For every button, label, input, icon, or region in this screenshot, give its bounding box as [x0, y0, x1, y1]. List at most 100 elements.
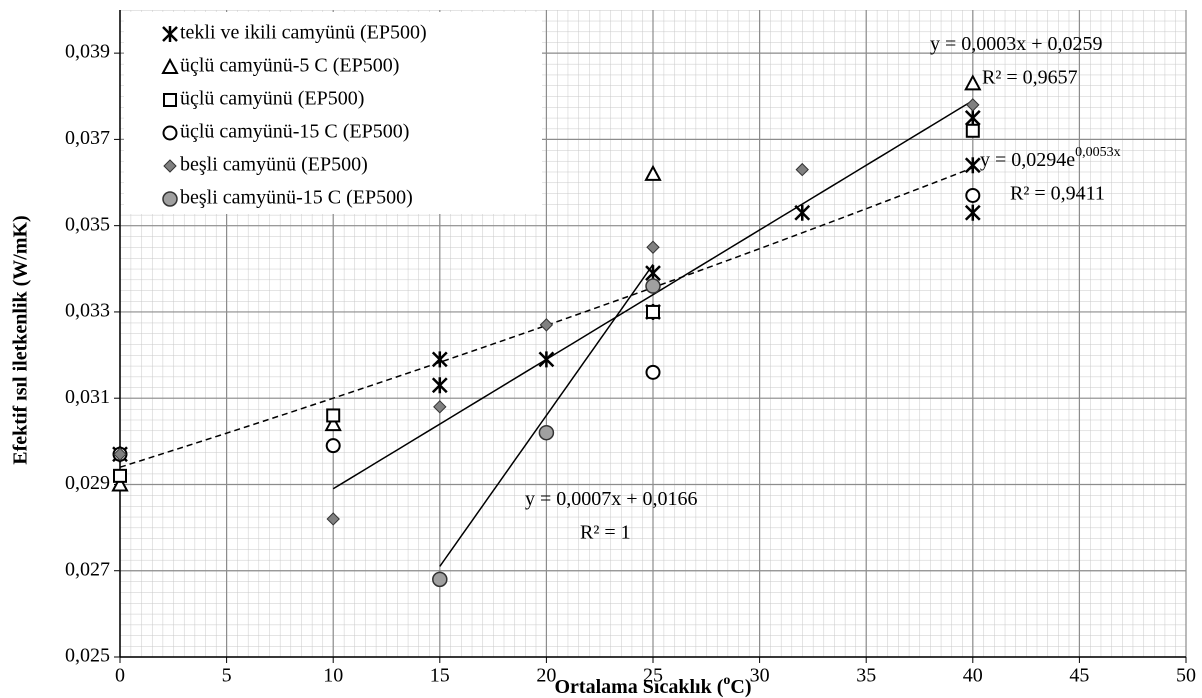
marker-shape: [162, 191, 178, 207]
x-tick-label: 45: [1069, 665, 1089, 687]
marker-shape: [646, 304, 660, 319]
marker-shape: [113, 447, 127, 461]
marker-shape: [433, 400, 447, 414]
marker-shape: [644, 164, 662, 181]
y-tick-label: 0,031: [65, 386, 110, 408]
legend-label: üçlü camyünü-5 C (EP500): [180, 55, 399, 77]
x-tick-label: 25: [643, 665, 663, 687]
data-point: [646, 240, 660, 254]
marker-shape: [163, 93, 177, 107]
equation-exponent: 0,0053x: [1075, 145, 1121, 160]
x-tick-label: 20: [536, 665, 556, 687]
legend: tekli ve ikili camyünü (EP500) üçlü camyü…: [124, 12, 542, 214]
x-title-part: C): [730, 676, 751, 698]
data-point: [111, 475, 129, 492]
data-point: [113, 447, 127, 461]
legend-label: beşli camyünü (EP500): [180, 154, 368, 176]
data-point: [645, 278, 661, 294]
equation-part: y = 0,0003x + 0,0259: [930, 33, 1103, 55]
legend-label: tekli ve ikili camyünü (EP500): [180, 22, 427, 44]
legend-marker: [161, 57, 179, 74]
data-point: [646, 304, 660, 319]
data-point: [324, 414, 342, 432]
legend-marker: [163, 93, 177, 107]
equation-part: y = 0,0007x + 0,0166: [525, 488, 698, 510]
data-point: [326, 408, 341, 423]
y-tick-label: 0,029: [65, 472, 110, 494]
trendline-equation: y = 0,0294e0,0053x: [980, 145, 1121, 170]
data-point: [113, 468, 127, 483]
x-title-part: Ortalama Sıcaklık (: [555, 676, 724, 698]
legend-marker: [163, 159, 177, 173]
marker-shape: [162, 125, 178, 141]
marker-shape: [326, 408, 341, 423]
legend-label: üçlü camyünü (EP500): [180, 88, 364, 110]
marker-shape: [163, 159, 177, 173]
legend-marker: [162, 191, 178, 207]
marker-shape: [113, 468, 127, 483]
x-axis-title: Ortalama Sıcaklık (oC): [555, 673, 752, 697]
legend-label: beşli camyünü-15 C (EP500): [180, 187, 413, 209]
data-point: [644, 164, 662, 181]
data-point: [965, 187, 981, 203]
legend-marker: [162, 26, 178, 42]
marker-shape: [645, 364, 661, 380]
y-tick-label: 0,025: [65, 645, 110, 667]
data-point: [964, 157, 981, 174]
data-point: [795, 162, 809, 177]
data-point: [964, 74, 982, 91]
data-point: [539, 318, 554, 332]
x-tick-label: 50: [1176, 665, 1196, 687]
x-title-sup: o: [723, 673, 730, 688]
x-tick-label: 35: [856, 665, 876, 687]
x-tick-label: 5: [222, 665, 232, 687]
marker-shape: [539, 318, 554, 332]
trendline-equation: y = 0,0003x + 0,0259: [930, 33, 1103, 55]
marker-shape: [646, 240, 660, 254]
data-point: [538, 424, 555, 441]
y-tick-label: 0,033: [65, 300, 110, 322]
data-point: [326, 512, 340, 526]
plot: 0,025 0,027 0,029 0,031 0,033 0,035 0,037 0,039…: [65, 10, 1196, 687]
marker-shape: [645, 278, 661, 294]
trendline-r2: R² = 0,9657: [982, 67, 1078, 89]
data-point: [965, 123, 980, 138]
marker-shape: [795, 162, 809, 177]
marker-shape: [965, 187, 981, 203]
data-point: [964, 109, 981, 126]
marker-shape: [964, 74, 982, 91]
data-point: [431, 377, 448, 394]
y-tick-label: 0,035: [65, 213, 110, 235]
marker-shape: [965, 123, 980, 138]
marker-shape: [326, 512, 340, 526]
data-point: [325, 438, 341, 454]
data-point: [432, 571, 448, 588]
data-point: [964, 204, 981, 221]
legend-label: üçlü camyünü-15 C (EP500): [180, 121, 409, 143]
x-tick-label: 30: [750, 665, 770, 687]
y-axis-title: Efektif ısıl iletkenlik (W/mK): [10, 215, 32, 464]
data-point: [431, 351, 448, 368]
data-point: [645, 364, 661, 380]
data-point: [538, 351, 555, 368]
y-tick-label: 0,037: [65, 127, 110, 149]
x-tick-label: 40: [963, 665, 983, 687]
x-tick-label: 15: [430, 665, 450, 687]
y-tick-label: 0,039: [65, 41, 110, 63]
trendline: [119, 167, 974, 468]
x-tick-label: 10: [323, 665, 343, 687]
marker-shape: [161, 57, 179, 74]
marker-shape: [538, 424, 555, 441]
y-tick-label: 0,027: [65, 558, 110, 580]
trendline-equation: y = 0,0007x + 0,0166: [525, 488, 698, 510]
trendline-r2: R² = 0,9411: [1010, 183, 1105, 205]
trendline: [439, 264, 654, 567]
trendline-r2: R² = 1: [580, 522, 631, 544]
data-point: [966, 98, 980, 112]
marker-shape: [325, 438, 341, 454]
data-point: [433, 400, 447, 414]
legend-marker: [162, 125, 178, 141]
equation-part: y = 0,0294e: [980, 149, 1075, 171]
x-tick-label: 0: [115, 665, 125, 687]
